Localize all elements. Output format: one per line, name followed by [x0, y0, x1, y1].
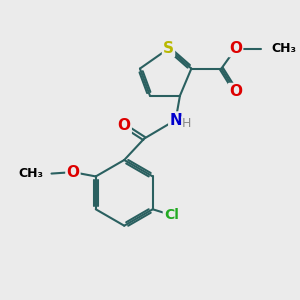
Text: S: S: [163, 41, 174, 56]
Text: H: H: [182, 117, 191, 130]
Text: N: N: [169, 112, 182, 128]
Text: Cl: Cl: [164, 208, 179, 222]
Text: O: O: [66, 165, 80, 180]
Text: O: O: [229, 84, 242, 99]
Text: CH₃: CH₃: [18, 167, 43, 180]
Text: CH₃: CH₃: [272, 42, 296, 55]
Text: O: O: [229, 41, 242, 56]
Text: O: O: [118, 118, 131, 133]
